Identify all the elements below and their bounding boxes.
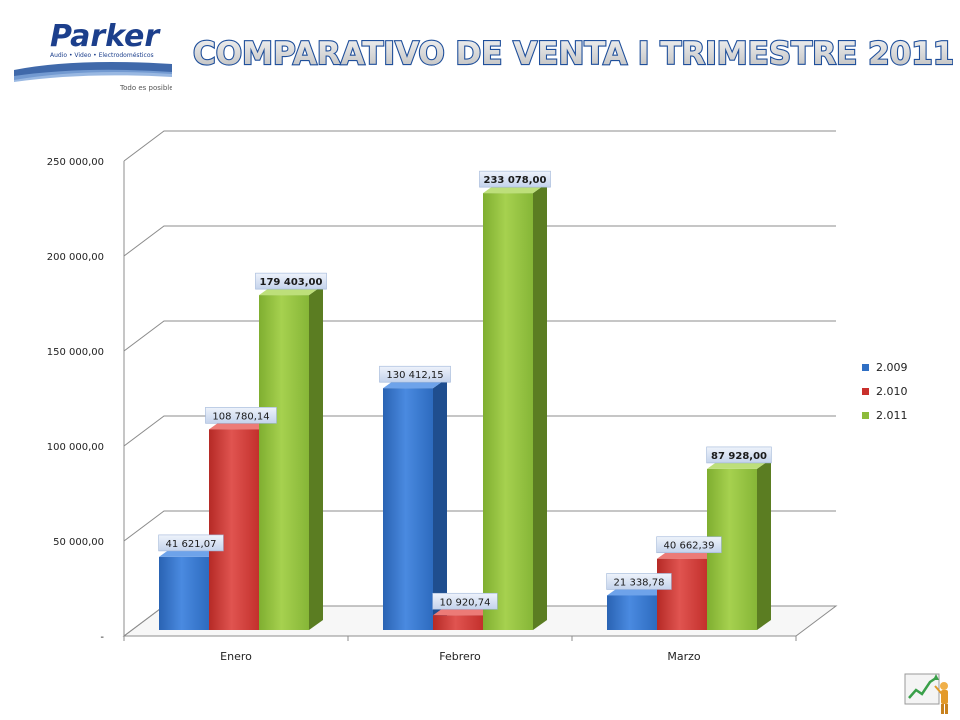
- data-label-box: [255, 272, 327, 290]
- data-label-text: 40 662,39: [664, 541, 715, 552]
- data-label-text: 41 621,07: [166, 539, 217, 550]
- data-label-text: 233 078,00: [484, 175, 547, 186]
- data-label-text: 10 920,74: [440, 597, 491, 608]
- bar-front: [259, 295, 309, 630]
- data-label-box: [432, 592, 498, 610]
- chart-title: COMPARATIVO DE VENTA I TRIMESTRE 2011: [193, 36, 953, 72]
- data-label: 21 338,78: [606, 573, 672, 590]
- logo-brand: Parker: [50, 19, 161, 54]
- x-axis: Enero Febrero Marzo: [123, 635, 797, 663]
- gridline: [123, 130, 836, 162]
- bar-enero-2.011: [259, 285, 323, 630]
- bar-side: [433, 378, 447, 630]
- y-tick-label: 50 000,00: [53, 537, 104, 548]
- bar-febrero-2.009: [383, 378, 447, 630]
- page-title: COMPARATIVO DE VENTA I TRIMESTRE 2011: [193, 35, 953, 73]
- data-label-text: 130 412,15: [386, 370, 443, 381]
- bar-side: [757, 458, 771, 630]
- data-label: 10 920,74: [432, 592, 498, 610]
- gridline: [123, 320, 836, 352]
- gridline: [123, 225, 836, 257]
- data-label: 41 621,07: [158, 534, 224, 552]
- legend-item-2.009: 2.009: [862, 361, 908, 374]
- legend-swatch: [862, 388, 869, 395]
- data-label-box: [158, 534, 224, 552]
- legend-item-2.011: 2.011: [862, 409, 908, 422]
- y-tick-label: 250 000,00: [47, 157, 104, 168]
- bar-front: [607, 595, 657, 630]
- data-label-text: 21 338,78: [614, 577, 665, 588]
- logo-slogan: Todo es posible: [119, 84, 172, 92]
- legend: 2.009 2.010 2.011: [862, 361, 908, 422]
- x-tick-label: Marzo: [667, 650, 701, 663]
- x-tick-label: Enero: [220, 650, 252, 663]
- data-label-box: [606, 573, 672, 590]
- x-tick-label: Febrero: [439, 650, 481, 663]
- data-label-box: [205, 407, 277, 424]
- data-label: 179 403,00: [255, 272, 327, 290]
- bar-side: [309, 285, 323, 630]
- growth-chart-icon: [904, 673, 948, 714]
- bar-front: [657, 558, 707, 630]
- bar-front: [209, 429, 259, 630]
- bar-side: [533, 183, 547, 630]
- data-label-text: 179 403,00: [260, 277, 323, 288]
- data-label-box: [379, 365, 451, 383]
- y-tick-label: 150 000,00: [47, 347, 104, 358]
- legend-label: 2.010: [876, 385, 908, 398]
- data-label-box: [706, 446, 772, 464]
- data-label: 87 928,00: [706, 446, 772, 464]
- data-label-text: 87 928,00: [711, 451, 767, 462]
- legend-swatch: [862, 412, 869, 419]
- gridline: [123, 510, 836, 542]
- legend-swatch: [862, 364, 869, 371]
- data-label-box: [479, 170, 551, 188]
- bar-front: [383, 388, 433, 630]
- gridlines: [123, 130, 836, 637]
- data-label: 40 662,39: [656, 536, 722, 554]
- bar-febrero-2.011: [483, 183, 547, 630]
- bars: [159, 183, 771, 630]
- legend-item-2.010: 2.010: [862, 385, 908, 398]
- bar-front: [483, 193, 533, 630]
- data-label-box: [656, 536, 722, 554]
- data-labels: 41 621,07 108 780,14 179 403,00 130 412,15 1…: [158, 170, 772, 610]
- y-axis: - 50 000,00 100 000,00 150 000,00 200 000,00…: [47, 157, 125, 643]
- gridline: [123, 415, 836, 447]
- bar-front: [159, 556, 209, 630]
- y-tick-label: -: [100, 632, 104, 643]
- y-tick-label: 200 000,00: [47, 252, 104, 263]
- legend-label: 2.009: [876, 361, 908, 374]
- data-label-text: 108 780,14: [212, 411, 269, 422]
- data-label: 130 412,15: [379, 365, 451, 383]
- bar-front: [433, 615, 483, 630]
- data-label: 233 078,00: [479, 170, 551, 188]
- legend-label: 2.011: [876, 409, 908, 422]
- logo-tagline: Audio • Video • Electrodomésticos: [50, 52, 154, 59]
- data-label: 108 780,14: [205, 407, 277, 424]
- parker-logo: Parker Audio • Video • Electrodomésticos…: [14, 14, 172, 94]
- y-tick-label: 100 000,00: [47, 442, 104, 453]
